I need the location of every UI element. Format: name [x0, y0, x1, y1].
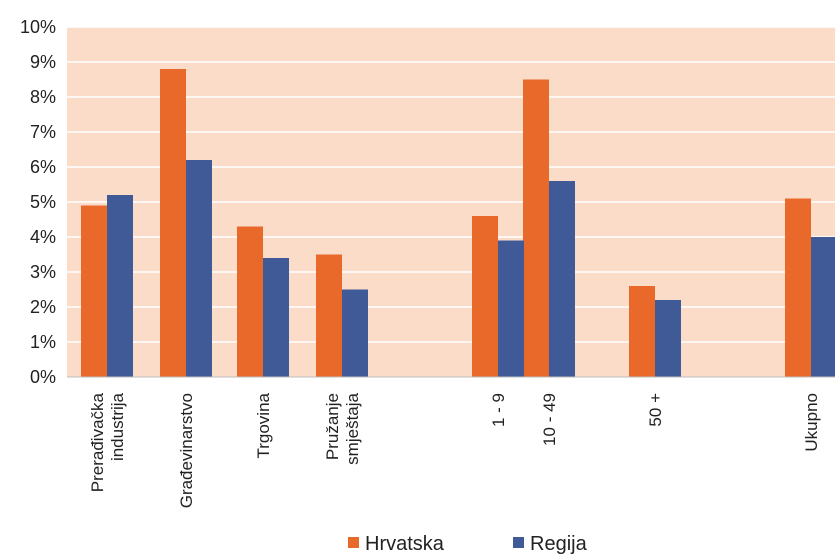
bar-hrvatska: [785, 198, 811, 377]
category-label-line-group: Trgovina: [254, 392, 273, 458]
y-tick-label: 4%: [30, 227, 56, 247]
bar-regija: [549, 181, 575, 377]
y-tick-label: 10%: [20, 17, 56, 37]
legend-label-regija: Regija: [530, 533, 588, 555]
bar-hrvatska: [523, 79, 549, 377]
category-label: 1 - 9: [489, 393, 508, 427]
legend-label-hrvatska: Hrvatska: [365, 533, 445, 555]
category-label: Prerađivačka: [88, 392, 107, 492]
bar-hrvatska: [160, 69, 186, 377]
category-label: smještaja: [343, 392, 362, 464]
category-label-line-group: Pružanje: [323, 393, 342, 460]
bar-hrvatska: [237, 226, 263, 377]
bar-regija: [107, 195, 133, 377]
bar-regija: [342, 289, 368, 377]
bar-regija: [186, 160, 212, 377]
category-label: Pružanje: [323, 393, 342, 460]
bar-regija: [263, 258, 289, 377]
category-label-line-group: 50 +: [646, 393, 665, 427]
bar-regija: [811, 237, 835, 377]
category-label-line-group: 1 - 9: [489, 393, 508, 427]
bar-hrvatska: [472, 216, 498, 377]
legend-swatch-hrvatska: [348, 537, 359, 548]
category-label-line-group: smještaja: [343, 392, 362, 464]
category-label: Ukupno: [802, 393, 821, 452]
bar-hrvatska: [81, 205, 107, 377]
bar-hrvatska: [629, 286, 655, 377]
bar-hrvatska: [316, 254, 342, 377]
y-tick-label: 8%: [30, 87, 56, 107]
y-tick-label: 7%: [30, 122, 56, 142]
legend: Hrvatska Regija: [348, 533, 588, 555]
category-label-line-group: industrija: [108, 392, 127, 461]
y-tick-label: 3%: [30, 262, 56, 282]
category-label: Trgovina: [254, 392, 273, 458]
bar-regija: [655, 300, 681, 377]
legend-swatch-regija: [513, 537, 524, 548]
y-tick-label: 6%: [30, 157, 56, 177]
category-label: 50 +: [646, 393, 665, 427]
y-tick-label: 5%: [30, 192, 56, 212]
category-label-line-group: Ukupno: [802, 393, 821, 452]
bar-regija: [498, 240, 524, 377]
category-label-line-group: 10 - 49: [540, 393, 559, 446]
category-label: Građevinarstvo: [177, 393, 196, 508]
y-tick-label: 9%: [30, 52, 56, 72]
y-tick-label: 1%: [30, 332, 56, 352]
x-axis-category-labels: Prerađivačka industrija Građevinarstvo Trgo…: [88, 392, 821, 508]
bars: [81, 69, 835, 377]
category-label-line-group: Prerađivačka: [88, 392, 107, 492]
category-label-line-group: Građevinarstvo: [177, 393, 196, 508]
category-label: 10 - 49: [540, 393, 559, 446]
y-axis-tick-labels: 0% 1% 2% 3% 4% 5% 6% 7% 8% 9% 10%: [20, 17, 56, 387]
category-label: industrija: [108, 392, 127, 461]
y-tick-label: 2%: [30, 297, 56, 317]
y-tick-label: 0%: [30, 367, 56, 387]
